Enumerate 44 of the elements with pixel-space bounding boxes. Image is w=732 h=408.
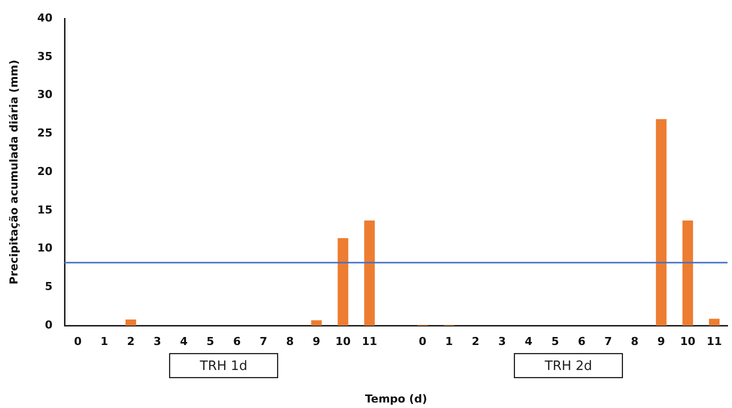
- bar: [656, 119, 667, 326]
- y-tick-label: 35: [37, 50, 53, 63]
- x-tick-label: 9: [312, 335, 320, 348]
- x-tick-label: 1: [445, 335, 453, 348]
- x-tick-label: 6: [578, 335, 586, 348]
- x-tick-label: 0: [74, 335, 82, 348]
- x-tick-label: 1: [100, 335, 108, 348]
- y-tick-label: 10: [37, 242, 53, 255]
- x-tick-label: 2: [126, 335, 135, 348]
- text: TRH 2d: [544, 358, 592, 374]
- y-tick-label: 20: [37, 164, 53, 178]
- bar: [126, 319, 136, 326]
- x-tick-label: 5: [551, 335, 559, 348]
- bar: [708, 318, 720, 326]
- y-tick-label: 15: [37, 203, 53, 216]
- text: TRH 1d: [198, 358, 248, 374]
- y-tick-label: 25: [37, 126, 53, 140]
- x-tick-label: 7: [604, 335, 612, 348]
- x-tick-label: 3: [154, 335, 162, 348]
- bar: [338, 238, 348, 326]
- x-tick-label: 8: [286, 335, 294, 348]
- x-tick-label: 5: [206, 335, 214, 348]
- y-tick-label: 30: [37, 88, 53, 102]
- y-tick-label: 5: [44, 280, 53, 294]
- x-tick-label: 3: [498, 335, 506, 348]
- y-tick-label: 40: [37, 11, 53, 24]
- x-tick-label: 11: [706, 335, 722, 348]
- x-axis-title: Tempo (d): [364, 392, 428, 406]
- bar: [682, 220, 694, 326]
- x-tick-label: 10: [680, 335, 696, 348]
- bar: [311, 320, 322, 326]
- x-tick-label: 4: [180, 335, 188, 348]
- x-tick-label: 0: [418, 335, 427, 348]
- x-tick-label: 6: [233, 335, 242, 348]
- x-tick-label: 10: [335, 335, 351, 348]
- x-tick-label: 11: [362, 335, 378, 348]
- y-tick-label: 0: [44, 318, 53, 332]
- x-tick-label: 9: [657, 335, 666, 348]
- x-tick-label: 7: [260, 335, 268, 348]
- y-axis-title: Precipitação acumulada diária (mm): [7, 60, 20, 284]
- x-tick-label: 4: [524, 335, 533, 348]
- x-tick-label: 2: [472, 335, 480, 348]
- bar: [364, 220, 375, 326]
- x-tick-label: 8: [630, 335, 639, 348]
